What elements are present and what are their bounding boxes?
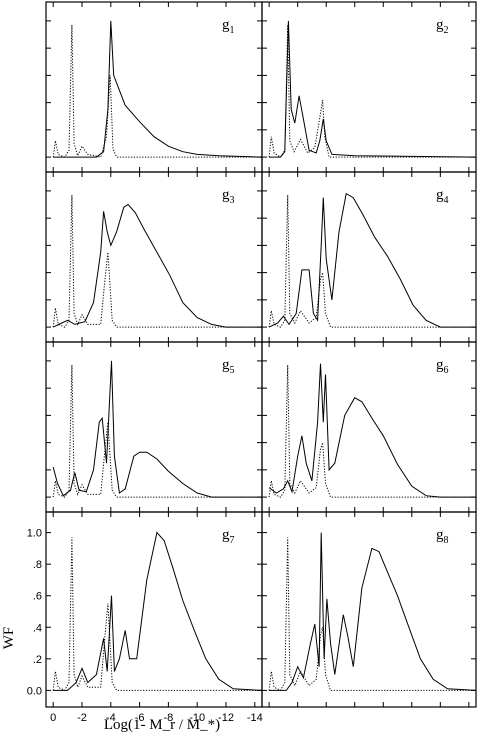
weight-function-line	[53, 531, 263, 691]
panel-label: g5	[222, 357, 235, 376]
weight-function-line	[268, 192, 476, 328]
panel-label-subscript: 3	[230, 195, 235, 206]
x-tick-label: -8	[164, 712, 174, 724]
panel-label: g6	[436, 357, 449, 376]
weight-function-line	[269, 532, 477, 691]
panel-label: g2	[436, 17, 449, 36]
y-tick-label: .6	[33, 591, 42, 603]
y-axis-label: WF	[1, 627, 17, 650]
panel-label-subscript: 7	[230, 535, 235, 546]
panel-label: g1	[222, 17, 235, 36]
x-tick-label: -6	[135, 712, 145, 724]
x-tick-label: -2	[77, 712, 87, 724]
x-tick-label: -10	[189, 712, 205, 724]
panel-label-subscript: 1	[230, 25, 235, 36]
panel-label: g8	[436, 527, 449, 546]
reference-profile-line	[52, 194, 262, 328]
panel-label: g7	[222, 527, 235, 546]
x-tick-label: -14	[247, 712, 263, 724]
reference-profile-line	[52, 537, 262, 692]
reference-profile-line	[268, 24, 476, 158]
x-tick-label: 0	[50, 712, 56, 724]
y-tick-label: .8	[33, 559, 42, 571]
weight-function-line	[52, 360, 262, 498]
panel-7: g7	[45, 511, 263, 708]
panel-label-subscript: 2	[444, 25, 449, 36]
y-tick-labels: 0.0 .2 .4 .6 .8 1.0	[27, 528, 42, 698]
panel-frame	[261, 511, 477, 708]
panel-8: g8	[261, 511, 477, 708]
x-axis-label: Log(1- M_r / M_*)	[104, 717, 220, 733]
reference-profile-line	[52, 24, 262, 158]
panel-grid: g1 g2 g3 g4 g5 g6 g7 g8	[45, 1, 477, 708]
weight-function-line	[268, 363, 476, 498]
panel-1: g1	[45, 1, 263, 173]
panel-label: g4	[436, 187, 449, 206]
y-tick-label: 1.0	[27, 528, 42, 540]
panel-label: g3	[222, 187, 235, 206]
panel-label-subscript: 5	[230, 365, 235, 376]
x-tick-label: -12	[218, 712, 234, 724]
reference-profile-line	[268, 194, 476, 328]
panel-label-subscript: 6	[444, 365, 449, 376]
y-tick-label: .4	[33, 622, 42, 634]
panel-2: g2	[261, 1, 477, 173]
reference-profile-line	[268, 537, 476, 692]
weight-function-line	[52, 203, 262, 328]
panel-3: g3	[45, 171, 263, 343]
y-tick-label: 0.0	[27, 685, 42, 697]
reference-profile-line	[52, 364, 262, 498]
panel-6: g6	[261, 341, 477, 513]
x-tick-labels: 0 -2 -4 -6 -8 -10 -12 -14	[50, 712, 263, 724]
y-tick-label: .2	[33, 654, 42, 666]
panel-label-subscript: 4	[444, 195, 449, 206]
panel-5: g5	[45, 341, 263, 513]
weight-function-line	[269, 20, 477, 158]
panel-4: g4	[261, 171, 477, 343]
x-tick-label: -4	[106, 712, 116, 724]
reference-profile-line	[268, 364, 476, 498]
weight-function-line	[53, 20, 263, 158]
panel-label-subscript: 8	[444, 535, 449, 546]
